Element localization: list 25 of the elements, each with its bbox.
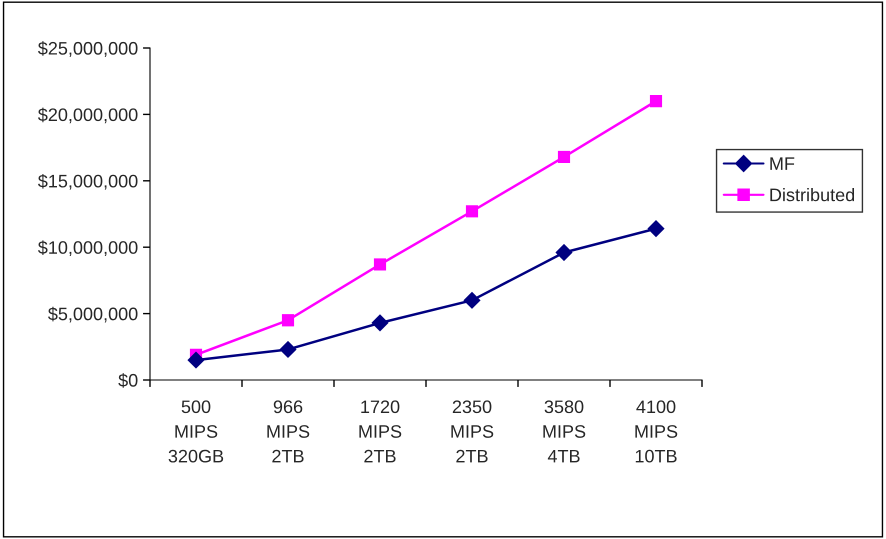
point — [372, 314, 388, 332]
point — [558, 150, 570, 163]
point — [374, 258, 386, 271]
y-tick-label: $15,000,000 — [38, 174, 138, 190]
point — [648, 220, 664, 237]
x-tick-label: 1720 MIPS 2TB — [359, 400, 402, 462]
x-tick-label: 4100 MIPS 10TB — [635, 400, 678, 463]
y-tick-label: $0 — [118, 373, 138, 388]
x-tick-label: 3580 MIPS 4TB — [543, 400, 586, 462]
y-tick-label: $10,000,000 — [38, 240, 138, 256]
point — [466, 205, 478, 218]
x-tick-label: 966 MIPS 2TB — [267, 400, 310, 462]
point — [280, 341, 296, 358]
point — [650, 95, 662, 108]
legend-label: MF — [770, 157, 794, 170]
x-tick-label: 500 MIPS 320GB — [168, 400, 224, 463]
x-tick-label: 2350 MIPS 2TB — [451, 400, 494, 462]
y-tick-label: $5,000,000 — [48, 306, 138, 322]
y-tick-label: $20,000,000 — [38, 108, 138, 124]
y-tick-label: $25,000,000 — [38, 41, 138, 57]
point — [188, 352, 204, 368]
point — [556, 244, 572, 261]
point — [464, 292, 480, 309]
legend-label: Distributed — [770, 188, 854, 202]
point — [282, 314, 294, 326]
